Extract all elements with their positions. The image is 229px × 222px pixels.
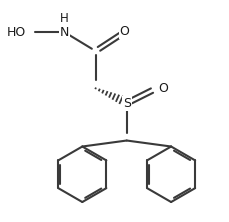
Text: N: N (60, 26, 69, 39)
Text: O: O (120, 25, 129, 38)
Text: S: S (123, 97, 131, 110)
Text: HO: HO (6, 26, 26, 39)
Text: O: O (158, 82, 168, 95)
Text: H: H (60, 12, 69, 25)
